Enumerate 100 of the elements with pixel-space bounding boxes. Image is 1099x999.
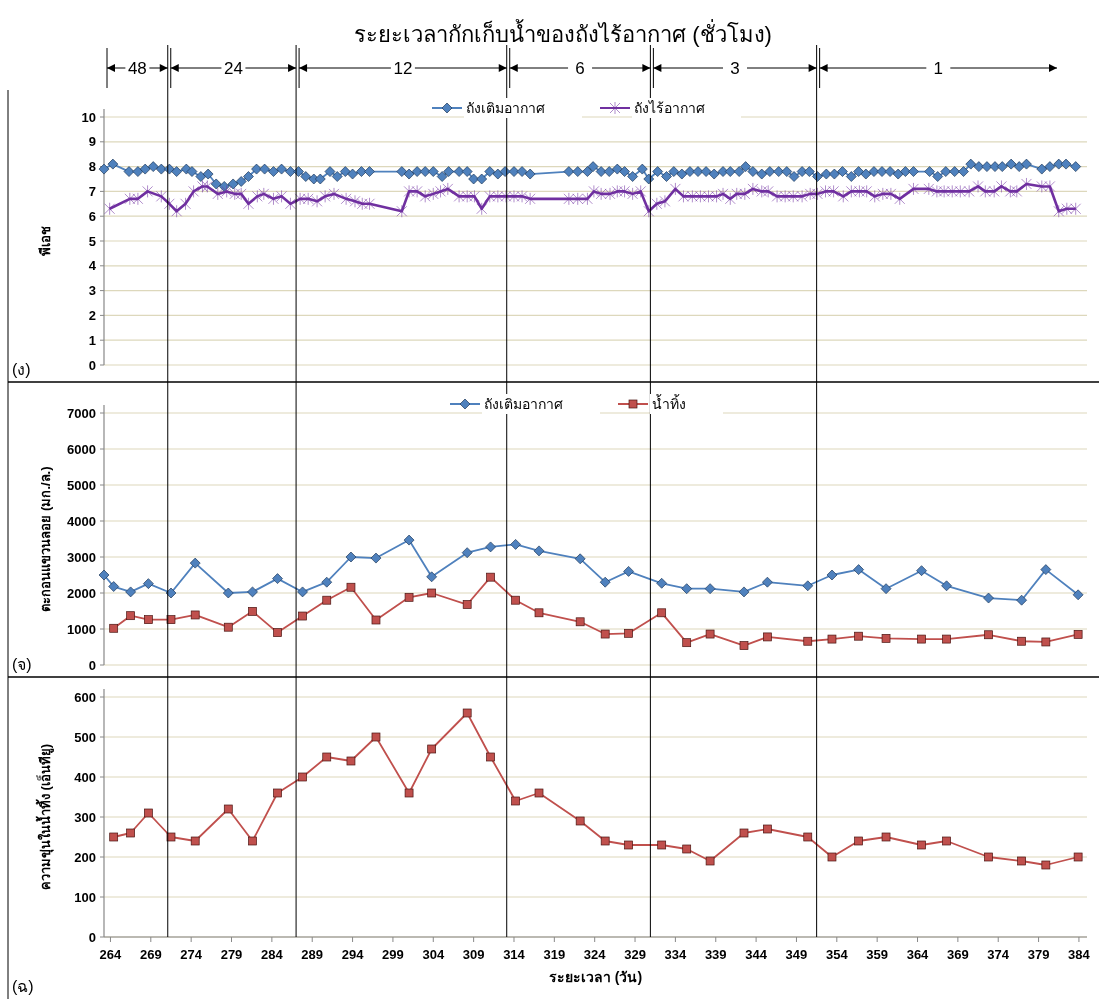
y-tick-label: 7000 bbox=[67, 405, 96, 421]
point bbox=[144, 615, 153, 624]
y-tick-label: 600 bbox=[74, 689, 96, 705]
point bbox=[98, 569, 110, 581]
y-tick-label: 400 bbox=[74, 769, 96, 785]
point bbox=[575, 816, 585, 826]
point bbox=[403, 534, 415, 546]
point bbox=[624, 840, 633, 850]
point bbox=[1017, 636, 1026, 646]
point bbox=[762, 576, 773, 588]
x-tick-label: 364 bbox=[906, 947, 930, 962]
point bbox=[427, 744, 437, 754]
point bbox=[881, 634, 891, 643]
x-tick-label: 274 bbox=[180, 947, 203, 962]
point bbox=[272, 573, 283, 584]
point bbox=[321, 576, 333, 588]
point bbox=[247, 586, 258, 598]
point bbox=[600, 629, 610, 639]
x-tick-label: 284 bbox=[261, 947, 284, 962]
x-tick-label: 339 bbox=[704, 947, 727, 962]
point bbox=[705, 629, 715, 639]
x-tick-label: 379 bbox=[1027, 947, 1050, 962]
point bbox=[485, 541, 496, 553]
point bbox=[916, 565, 927, 577]
point bbox=[190, 610, 200, 620]
y-tick-label: 5 bbox=[88, 233, 96, 249]
point bbox=[346, 756, 356, 766]
point bbox=[853, 564, 864, 575]
point bbox=[705, 856, 715, 866]
point bbox=[223, 804, 233, 814]
point bbox=[462, 708, 472, 718]
point bbox=[854, 631, 863, 641]
point bbox=[1016, 594, 1027, 606]
y-tick-label: 4000 bbox=[67, 513, 96, 529]
point bbox=[657, 608, 667, 618]
y-tick-label: 0 bbox=[88, 357, 96, 373]
point bbox=[623, 566, 634, 577]
point bbox=[165, 587, 177, 599]
point bbox=[511, 796, 520, 806]
y-axis-title: ตะกอนแขวนลอย (มก./ล.) bbox=[38, 466, 53, 612]
point bbox=[656, 577, 668, 589]
point bbox=[802, 580, 814, 592]
point bbox=[426, 571, 438, 583]
point bbox=[462, 600, 472, 609]
point bbox=[511, 595, 520, 605]
point bbox=[1041, 637, 1051, 647]
point bbox=[917, 634, 926, 644]
y-tick-label: 2000 bbox=[67, 585, 96, 601]
y-tick-label: 100 bbox=[74, 889, 96, 905]
x-tick-label: 369 bbox=[947, 947, 969, 962]
point bbox=[486, 752, 495, 762]
y-tick-label: 6000 bbox=[67, 441, 96, 457]
point bbox=[657, 840, 667, 850]
legend-label: น้ำทิ้ง bbox=[652, 394, 686, 412]
point bbox=[942, 634, 951, 644]
point bbox=[510, 539, 521, 550]
point bbox=[143, 578, 154, 589]
point bbox=[704, 583, 716, 595]
point bbox=[1072, 589, 1084, 601]
point bbox=[738, 586, 750, 598]
point bbox=[125, 586, 136, 598]
x-tick-label: 384 bbox=[1068, 947, 1091, 962]
y-tick-label: 5000 bbox=[67, 477, 96, 493]
point bbox=[298, 611, 307, 621]
x-tick-label: 304 bbox=[422, 947, 445, 962]
y-axis-title: พีเอช bbox=[38, 226, 53, 256]
point bbox=[404, 788, 414, 798]
point bbox=[826, 569, 838, 581]
point bbox=[404, 592, 414, 602]
y-tick-label: 500 bbox=[74, 729, 96, 745]
point bbox=[189, 557, 201, 569]
point bbox=[983, 592, 994, 604]
point bbox=[109, 623, 119, 633]
x-tick-label: 374 bbox=[987, 947, 1010, 962]
x-tick-label: 354 bbox=[825, 947, 849, 962]
point bbox=[461, 547, 473, 559]
y-tick-label: 200 bbox=[74, 849, 96, 865]
point bbox=[322, 752, 332, 762]
y-tick-label: 300 bbox=[74, 809, 96, 825]
point bbox=[941, 580, 952, 592]
x-axis-title: ระยะเวลา (วัน) bbox=[548, 969, 643, 985]
y-tick-label: 0 bbox=[88, 657, 96, 673]
point bbox=[803, 636, 813, 646]
point bbox=[984, 852, 993, 862]
point bbox=[533, 545, 545, 557]
text: (จ) bbox=[12, 656, 32, 673]
point bbox=[599, 576, 611, 588]
point bbox=[222, 587, 234, 599]
y-tick-label: 10 bbox=[81, 109, 96, 125]
point bbox=[624, 628, 633, 638]
x-tick-label: 359 bbox=[866, 947, 889, 962]
point bbox=[126, 611, 135, 621]
y-axis-title: ความขุ่นในน้ำทิ้ง (เอ็นทียู) bbox=[35, 743, 54, 891]
point bbox=[682, 844, 692, 854]
point bbox=[108, 581, 120, 592]
point bbox=[575, 617, 585, 627]
point bbox=[803, 832, 813, 842]
point bbox=[126, 828, 135, 838]
legend-label: ถังเติมอากาศ bbox=[484, 396, 563, 412]
y-tick-label: 2 bbox=[88, 307, 96, 323]
